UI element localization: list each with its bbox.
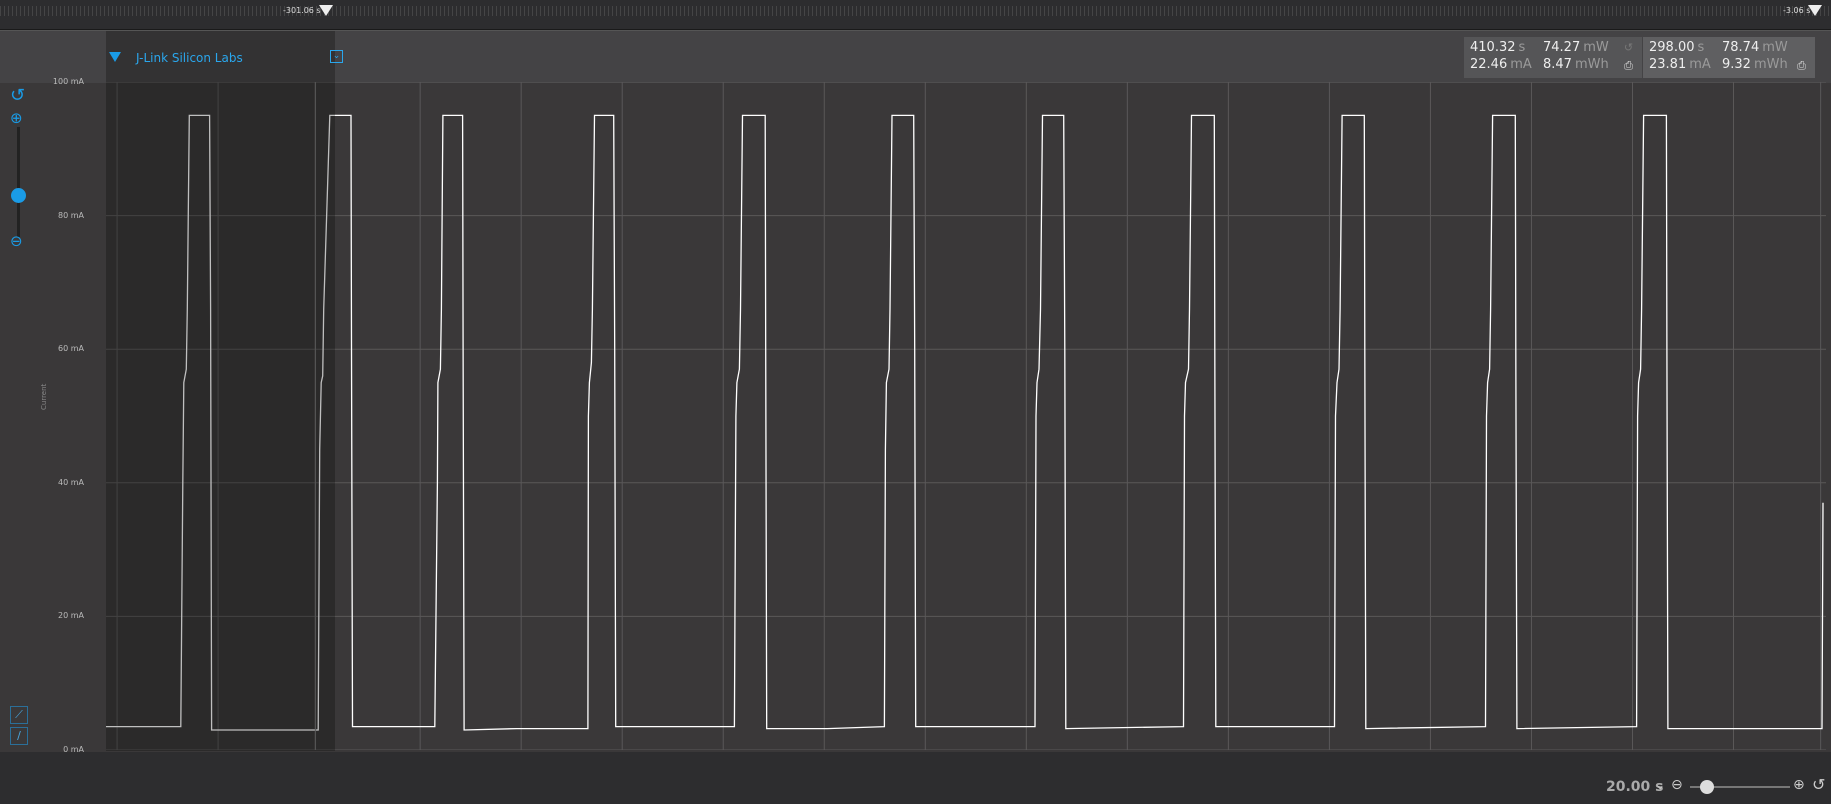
save-icon[interactable]: ⎙ — [1624, 59, 1633, 72]
device-expand-icon[interactable] — [109, 52, 121, 62]
time-zoom-track[interactable] — [1690, 786, 1790, 788]
right-marker-handle[interactable] — [1808, 5, 1822, 16]
chevron-down-icon[interactable]: ⌄ — [1655, 778, 1666, 792]
vertical-zoom-knob[interactable] — [11, 188, 26, 203]
right-marker-label: -3.06 s — [1783, 6, 1811, 15]
zoom-out-time-icon[interactable]: ⊖ — [1671, 777, 1683, 793]
linear-scale-icon[interactable]: ∕ — [10, 727, 28, 745]
time-zoom-knob[interactable] — [1700, 780, 1714, 794]
y-tick-label: 0 mA — [63, 745, 84, 754]
total-power: 74.27 mW — [1543, 40, 1609, 55]
total-time: 410.32 s — [1470, 40, 1526, 55]
y-tick-label: 20 mA — [58, 611, 84, 621]
window-duration[interactable]: 20.00 s — [1606, 779, 1664, 795]
y-tick-label: 40 mA — [58, 477, 84, 487]
selection-shade — [106, 31, 336, 751]
save-selection-icon[interactable]: ⎙ — [1797, 59, 1806, 72]
vertical-zoom-track[interactable] — [17, 127, 20, 237]
selection-time: 298.00 s — [1649, 40, 1705, 55]
y-tick-label: 80 mA — [58, 210, 84, 220]
stats-selection: 298.00 s 78.74 mW 23.81 mA 9.32 mWh ⎙ — [1643, 37, 1815, 78]
timeline-overview[interactable] — [0, 0, 1831, 30]
total-energy: 8.47 mWh — [1543, 57, 1609, 72]
reset-time-icon[interactable]: ↺ — [1812, 775, 1826, 794]
log-scale-icon[interactable]: ⟋ — [10, 706, 28, 724]
reset-icon[interactable]: ↺ — [1623, 41, 1634, 54]
y-tick-label: 60 mA — [58, 344, 84, 354]
current-trace — [106, 114, 1824, 731]
y-axis-label: Current — [40, 383, 48, 410]
total-current: 22.46 mA — [1470, 57, 1532, 72]
selection-current: 23.81 mA — [1649, 57, 1711, 72]
left-marker-label: -301.06 s — [283, 6, 321, 15]
zoom-in-time-icon[interactable]: ⊕ — [1793, 777, 1805, 793]
bottom-bar — [0, 752, 1831, 804]
timeline-ticks — [0, 6, 1831, 16]
reset-zoom-icon[interactable]: ↺ — [10, 85, 26, 106]
chevron-down-icon[interactable]: ⌄ — [330, 50, 343, 63]
stats-total: 410.32 s 74.27 mW 22.46 mA 8.47 mWh ↺ ⎙ — [1464, 37, 1642, 78]
selection-power: 78.74 mW — [1722, 40, 1788, 55]
zoom-out-icon[interactable]: ⊖ — [10, 232, 23, 250]
zoom-in-icon[interactable]: ⊕ — [10, 109, 23, 127]
device-name[interactable]: J-Link Silicon Labs — [136, 51, 243, 65]
selection-energy: 9.32 mWh — [1722, 57, 1788, 72]
left-marker-handle[interactable] — [319, 5, 333, 16]
y-tick-label: 100 mA — [52, 77, 84, 86]
current-chart[interactable] — [106, 82, 1826, 750]
